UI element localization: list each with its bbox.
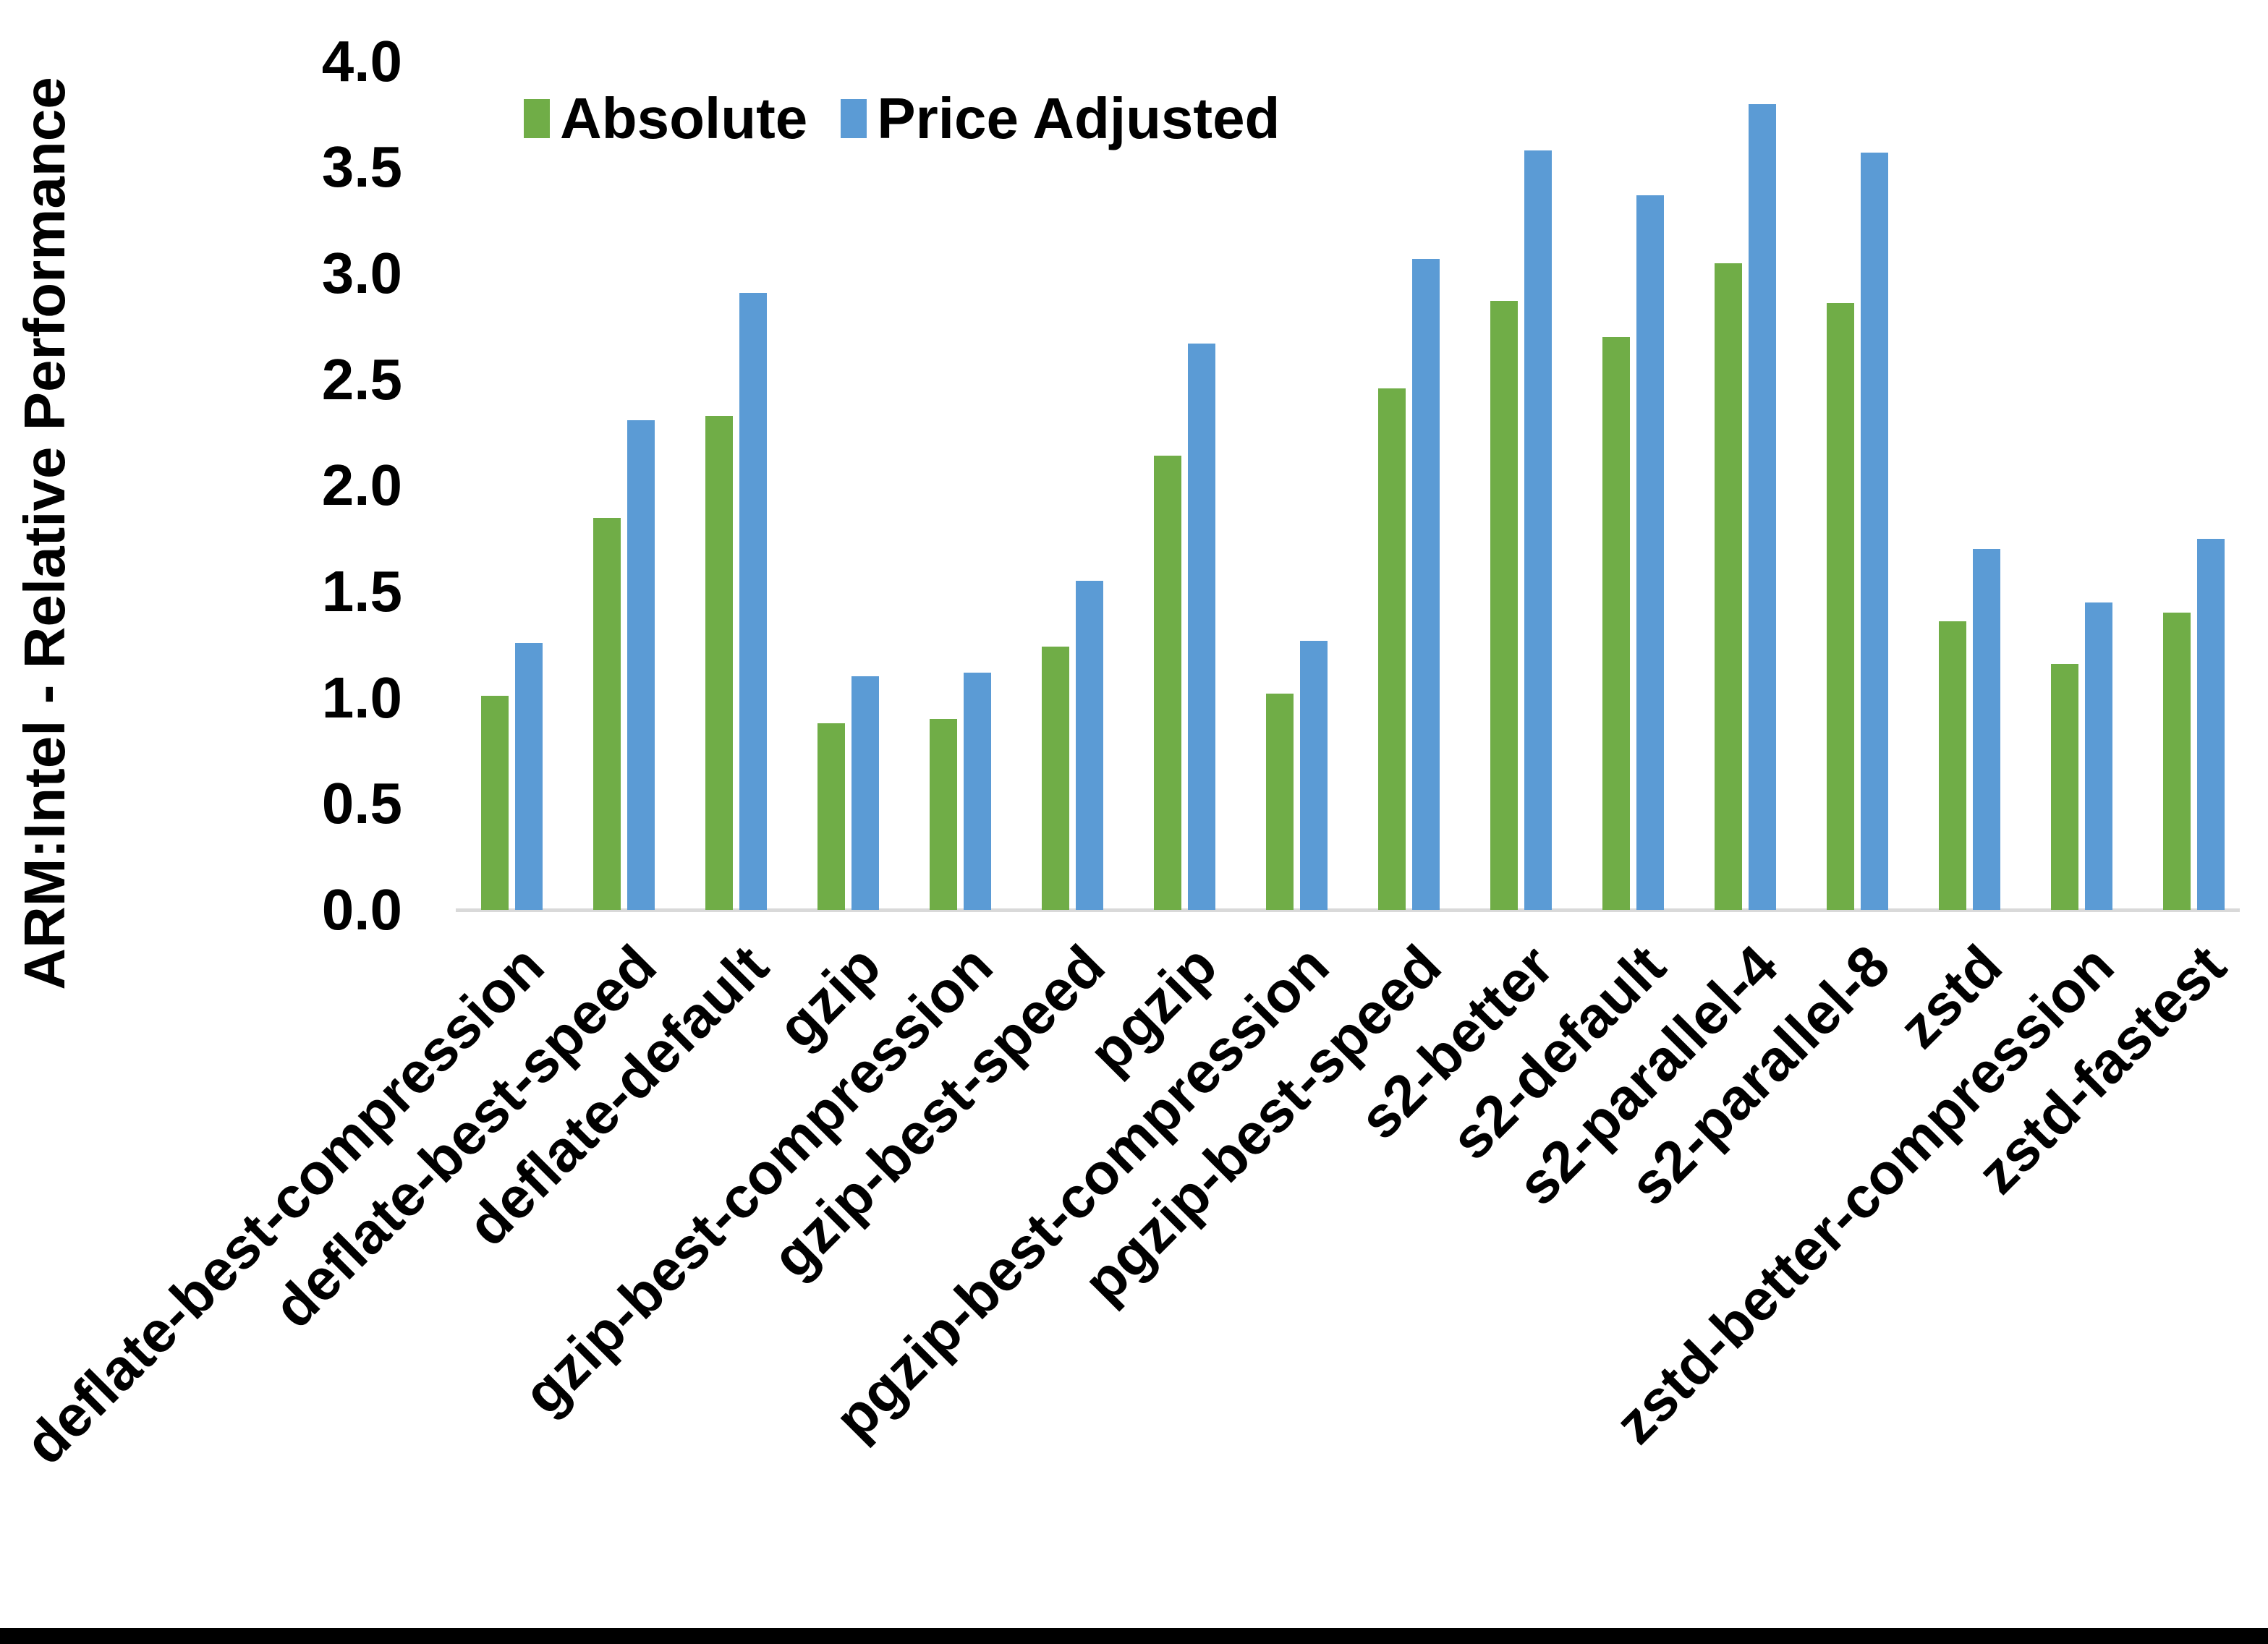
bar-absolute: [817, 723, 845, 910]
bar-group: [1801, 61, 1914, 910]
bar-group: [680, 61, 792, 910]
bar-price-adjusted: [515, 642, 543, 910]
bar-price-adjusted: [851, 676, 879, 910]
bar-price-adjusted: [1524, 150, 1552, 910]
bar-price-adjusted: [2197, 538, 2225, 910]
bar-absolute: [2051, 663, 2078, 910]
y-tick-label: 1.0: [321, 665, 402, 730]
bar-absolute: [1715, 263, 1742, 910]
bar-price-adjusted: [739, 292, 767, 910]
y-tick-label: 0.5: [321, 771, 402, 836]
legend-label-absolute: Absolute: [560, 86, 808, 150]
bar-group: [1689, 61, 1801, 910]
bar-absolute: [2163, 613, 2191, 910]
bar-absolute: [481, 695, 509, 910]
bar-price-adjusted: [964, 672, 991, 910]
bar-group: [568, 61, 680, 910]
y-tick-label: 4.0: [321, 28, 402, 93]
y-tick-label: 2.5: [321, 346, 402, 412]
bottom-border-bar: [0, 1628, 2268, 1644]
bar-price-adjusted: [1412, 258, 1440, 910]
bar-group: [792, 61, 904, 910]
bar-price-adjusted: [1076, 581, 1103, 910]
bar-price-adjusted: [1636, 195, 1664, 910]
bar-absolute: [705, 415, 733, 910]
bar-group: [456, 61, 568, 910]
legend-swatch-price-adjusted: [841, 99, 867, 138]
bar-group: [1129, 61, 1241, 910]
bar-absolute: [1490, 301, 1518, 910]
legend: Absolute Price Adjusted: [524, 90, 1280, 148]
bar-group: [1914, 61, 2026, 910]
bar-group: [2026, 61, 2138, 910]
legend-item-price-adjusted: Price Adjusted: [841, 90, 1280, 148]
bar-group: [1241, 61, 1353, 910]
x-axis-line: [456, 908, 2240, 912]
y-tick-label: 3.0: [321, 240, 402, 305]
bar-price-adjusted: [1300, 640, 1328, 910]
bar-group: [1353, 61, 1465, 910]
bar-absolute: [593, 517, 621, 910]
bar-price-adjusted: [627, 419, 655, 910]
bar-price-adjusted: [1973, 549, 2000, 910]
bar-absolute: [1827, 303, 1854, 910]
legend-item-absolute: Absolute: [524, 90, 807, 148]
bar-group: [904, 61, 1016, 910]
y-tick-label: 3.5: [321, 135, 402, 200]
bar-price-adjusted: [2085, 602, 2112, 910]
legend-swatch-absolute: [524, 99, 550, 138]
bar-price-adjusted: [1861, 153, 1888, 910]
bar-absolute: [930, 719, 957, 910]
bar-absolute: [1378, 388, 1406, 910]
bar-price-adjusted: [1749, 103, 1776, 910]
bar-group: [1465, 61, 1577, 910]
bar-group: [1016, 61, 1129, 910]
bar-price-adjusted: [1188, 344, 1215, 910]
y-tick-label: 1.5: [321, 558, 402, 623]
legend-label-price-adjusted: Price Adjusted: [877, 86, 1280, 150]
plot-area: [456, 61, 2250, 910]
y-tick-label: 2.0: [321, 453, 402, 518]
y-tick-label: 0.0: [321, 877, 402, 942]
bar-absolute: [1154, 456, 1181, 910]
bar-group: [1577, 61, 1689, 910]
bar-absolute: [1266, 693, 1294, 910]
bar-absolute: [1939, 621, 1966, 910]
bar-absolute: [1042, 647, 1069, 910]
bar-absolute: [1602, 337, 1630, 910]
bar-group: [2138, 61, 2250, 910]
